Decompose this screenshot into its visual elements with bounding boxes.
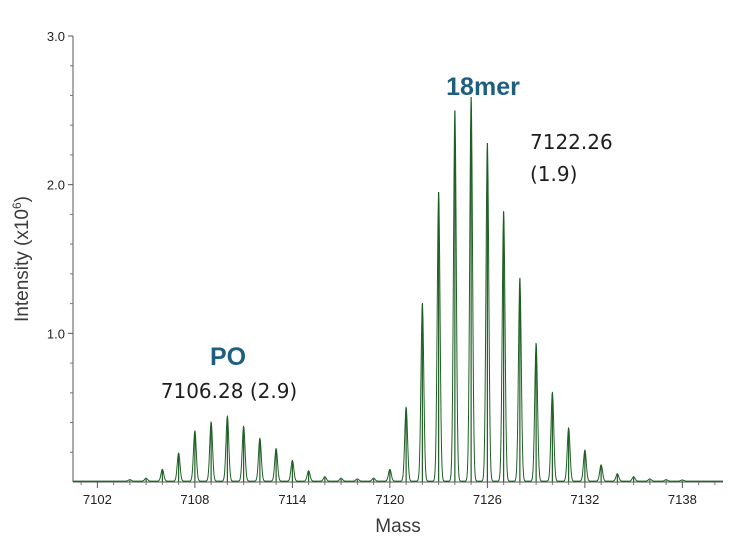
18mer-annotation-error: (1.9) [530, 162, 577, 186]
peak-marks [129, 96, 683, 482]
x-tick-label: 7126 [473, 492, 502, 507]
x-tick-label: 7108 [180, 492, 209, 507]
po-annotation-title: PO [210, 343, 246, 371]
plot-area [73, 96, 723, 482]
y-axis-title-main: Intensity (x10 [12, 209, 33, 322]
y-tick-label: 2.0 [47, 178, 65, 193]
y-axis-title-sup: 6 [10, 202, 24, 209]
po-annotation-value: 7106.28 (2.9) [161, 379, 297, 403]
18mer-annotation-title: 18mer [446, 73, 520, 101]
y-axis-title-close: ) [12, 196, 33, 202]
x-axis-title: Mass [375, 516, 420, 537]
x-tick-label: 7102 [83, 492, 112, 507]
18mer-annotation-mass: 7122.26 [530, 130, 613, 154]
x-tick-label: 7132 [570, 492, 599, 507]
x-axis-ticks: 7102 7108 7114 7120 7126 7132 7138 [80, 482, 716, 507]
spectrum-line [73, 97, 723, 482]
y-axis-ticks: 1.0 2.0 3.0 [47, 29, 73, 453]
x-tick-label: 7120 [375, 492, 404, 507]
y-tick-label: 1.0 [47, 326, 65, 341]
x-tick-label: 7138 [668, 492, 697, 507]
y-axis-title: Intensity (x106) [10, 196, 33, 322]
x-tick-label: 7114 [278, 492, 306, 507]
y-tick-label: 3.0 [47, 29, 65, 44]
